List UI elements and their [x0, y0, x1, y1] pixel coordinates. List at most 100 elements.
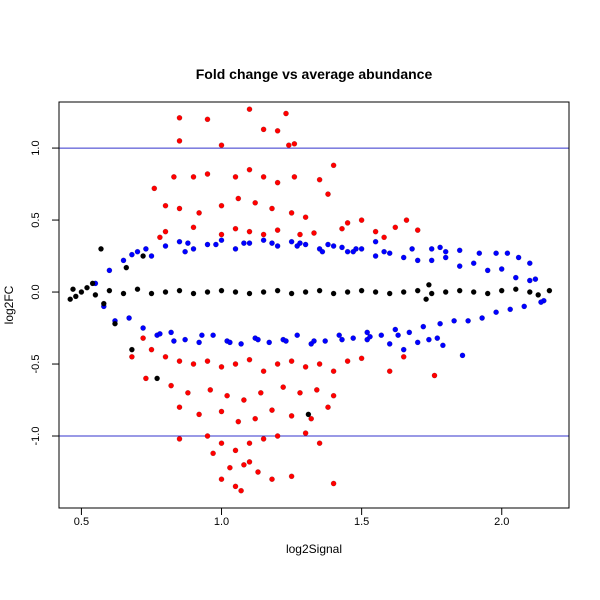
data-point	[274, 361, 281, 367]
data-point	[330, 243, 337, 249]
data-point	[67, 296, 73, 303]
y-tick-label: -1.0	[30, 427, 42, 446]
data-point	[302, 241, 309, 248]
data-point	[339, 244, 345, 251]
data-point	[140, 325, 146, 331]
data-point	[372, 238, 379, 245]
data-point	[210, 450, 216, 457]
y-tick-label: 0.5	[30, 212, 42, 227]
data-point	[218, 202, 225, 209]
data-point	[305, 411, 312, 418]
data-point	[280, 384, 287, 390]
data-point	[493, 309, 499, 316]
x-tick-label: 1.5	[354, 516, 369, 528]
data-point	[527, 277, 533, 284]
data-point	[274, 127, 281, 134]
data-point	[274, 227, 281, 233]
data-point	[143, 375, 149, 382]
data-point	[330, 290, 337, 297]
data-point	[406, 329, 413, 336]
data-point	[330, 368, 337, 375]
data-point	[260, 237, 267, 243]
x-tick-label: 1.0	[214, 516, 229, 528]
data-point	[426, 281, 432, 288]
data-point	[143, 246, 149, 252]
data-point	[176, 115, 183, 121]
data-point	[232, 361, 239, 367]
data-point	[185, 240, 191, 246]
data-point	[176, 205, 183, 212]
data-point	[241, 461, 247, 468]
data-point	[269, 240, 275, 246]
data-point	[204, 241, 211, 248]
data-point	[484, 290, 491, 297]
data-point	[409, 246, 415, 252]
data-point	[78, 289, 85, 295]
data-point	[218, 440, 225, 447]
data-point	[344, 289, 351, 295]
data-point	[392, 326, 399, 333]
data-point	[162, 228, 169, 235]
data-point	[291, 174, 298, 180]
data-point	[288, 238, 295, 245]
data-point	[308, 415, 315, 422]
data-point	[252, 199, 258, 206]
data-point	[246, 228, 253, 235]
data-point	[106, 287, 113, 294]
data-point	[227, 339, 233, 346]
data-point	[123, 264, 130, 271]
data-point	[302, 214, 309, 220]
data-point	[232, 447, 239, 454]
data-point	[442, 254, 449, 261]
data-point	[367, 333, 373, 340]
data-point	[428, 257, 435, 264]
data-point	[218, 408, 225, 415]
data-point	[456, 263, 463, 269]
data-point	[162, 202, 169, 209]
data-point	[176, 436, 183, 442]
data-point	[140, 335, 146, 341]
data-point	[204, 289, 211, 295]
data-point	[400, 289, 407, 295]
data-point	[513, 274, 519, 281]
data-point	[493, 250, 499, 256]
data-point	[274, 433, 281, 439]
data-point	[350, 248, 357, 255]
data-point	[266, 339, 273, 346]
data-point	[336, 332, 343, 339]
data-point	[204, 116, 211, 123]
data-point	[241, 240, 247, 246]
data-point	[92, 292, 99, 298]
data-point	[227, 464, 233, 471]
data-point	[386, 290, 393, 297]
data-point	[434, 335, 441, 341]
data-point	[84, 284, 90, 291]
data-point	[283, 338, 289, 344]
data-point	[344, 220, 351, 226]
data-point	[420, 323, 427, 330]
data-point	[207, 387, 214, 393]
data-point	[176, 138, 183, 144]
data-point	[134, 286, 141, 293]
chart-title: Fold change vs average abundance	[196, 66, 433, 82]
data-point	[400, 353, 407, 360]
data-point	[440, 342, 446, 349]
data-point	[199, 332, 205, 339]
data-point	[176, 238, 183, 245]
data-point	[260, 289, 267, 295]
data-point	[246, 290, 253, 297]
data-point	[120, 257, 127, 264]
data-point	[101, 300, 107, 307]
data-point	[392, 224, 399, 231]
data-point	[344, 248, 351, 255]
data-point	[185, 389, 191, 396]
data-point	[235, 195, 242, 202]
y-axis-label: log2FC	[2, 285, 16, 324]
data-point	[246, 240, 253, 246]
data-point	[269, 407, 275, 413]
data-point	[479, 315, 485, 321]
data-point	[465, 317, 471, 324]
data-point	[274, 179, 281, 186]
